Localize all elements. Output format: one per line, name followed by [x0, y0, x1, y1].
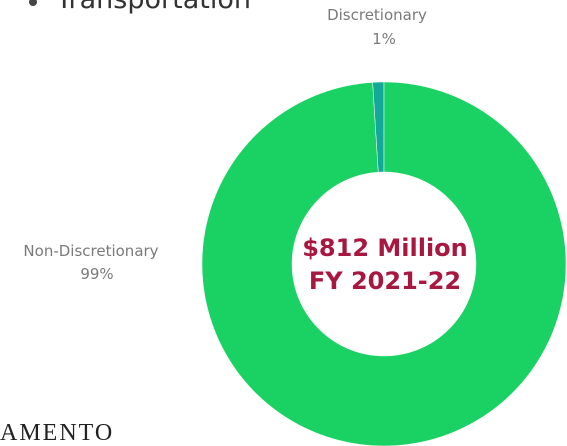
- donut-slice: [201, 81, 567, 446]
- slice-label: Non-Discretionary: [23, 242, 158, 260]
- footer-logo: AMENTO: [0, 420, 114, 446]
- center-subtitle: FY 2021-22: [309, 267, 461, 295]
- slice-value-label: 1%: [372, 30, 396, 48]
- slice-value-label: 99%: [80, 265, 113, 283]
- center-title: $812 Million: [302, 234, 468, 262]
- slice-label: Discretionary: [327, 6, 427, 24]
- heading: Transportation: [55, 0, 251, 15]
- bullet: [29, 0, 37, 6]
